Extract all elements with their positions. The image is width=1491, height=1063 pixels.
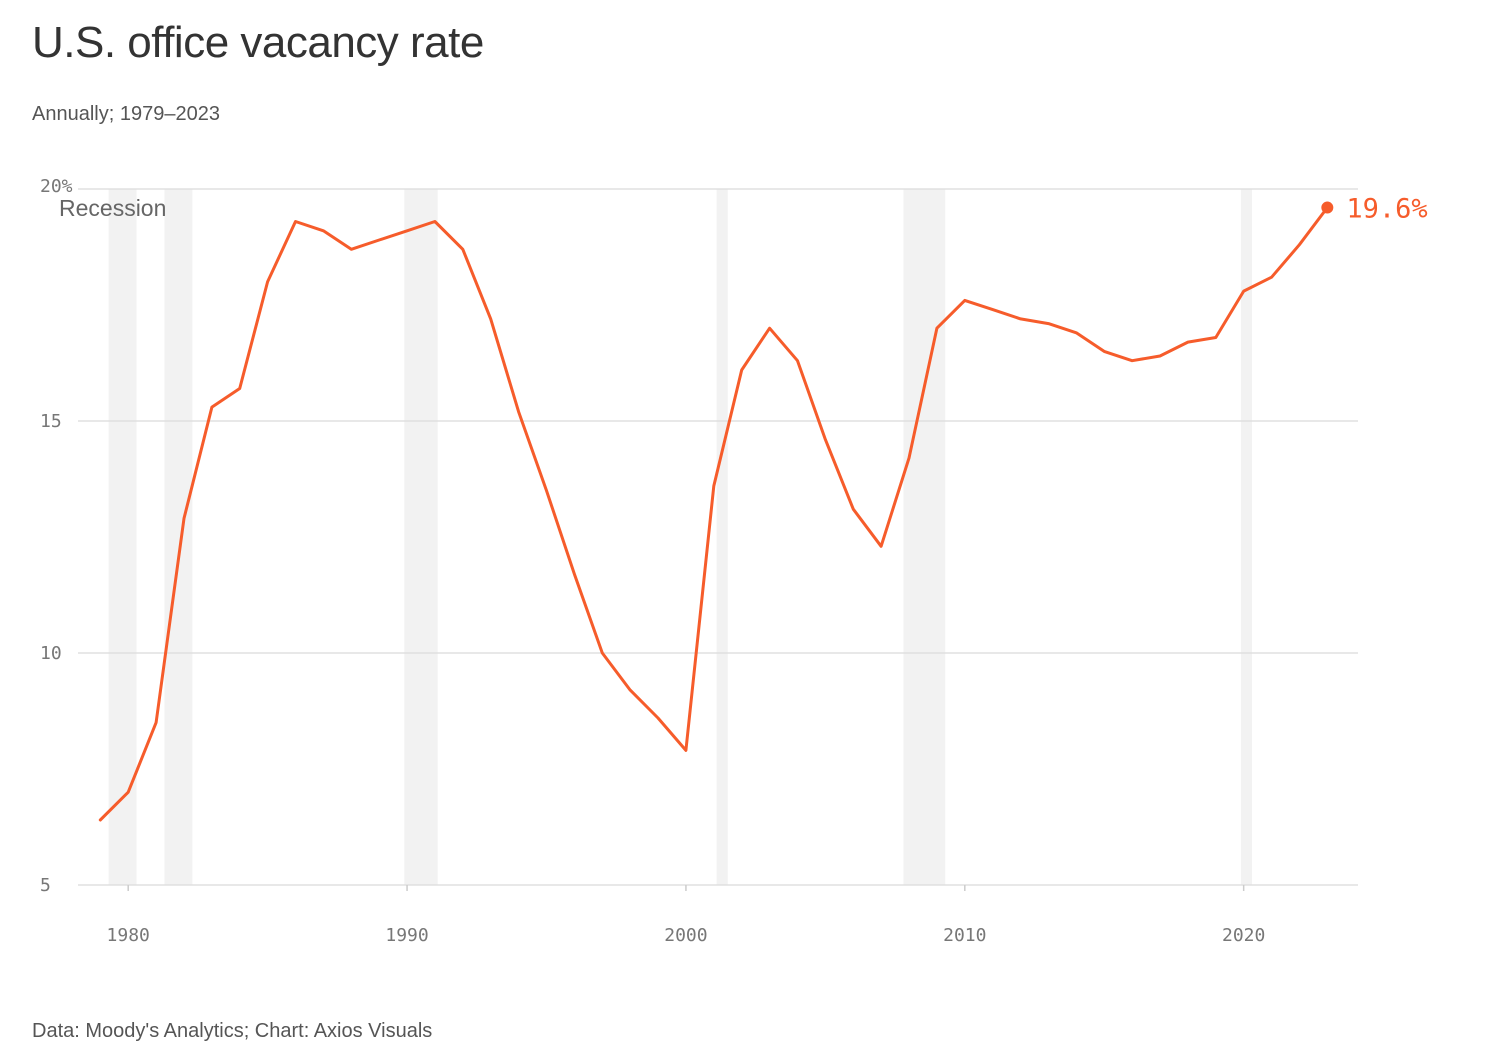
series-layer	[98, 201, 1334, 822]
x-tick-label: 1990	[385, 925, 428, 946]
x-tick-label: 2020	[1222, 925, 1265, 946]
end-point-marker	[1321, 201, 1334, 214]
gridlines	[78, 188, 1358, 886]
y-axis-ticks: 5 10 15 20%	[40, 176, 73, 896]
recession-band	[716, 189, 728, 885]
chart-title: U.S. office vacancy rate	[32, 18, 484, 67]
y-tick-label: 20%	[40, 176, 73, 197]
end-value-label: 19.6%	[1346, 194, 1427, 225]
recession-band	[404, 189, 438, 885]
source-note: Data: Moody's Analytics; Chart: Axios Vi…	[32, 1020, 433, 1042]
y-tick-label: 10	[40, 643, 62, 664]
recession-band	[164, 189, 193, 885]
x-tick-label: 2000	[664, 925, 707, 946]
recession-bands	[108, 189, 1253, 885]
chart-subtitle: Annually; 1979–2023	[32, 103, 220, 125]
recession-band	[903, 189, 946, 885]
y-tick-label: 15	[40, 411, 62, 432]
x-axis-ticks: 1980 1990 2000 2010 2020	[107, 885, 1265, 946]
y-tick-label: 5	[40, 875, 51, 896]
series-line	[98, 206, 1329, 822]
x-tick-label: 2010	[943, 925, 986, 946]
recession-label: Recession	[59, 195, 166, 221]
x-tick-label: 1980	[107, 925, 150, 946]
recession-band	[1240, 189, 1253, 885]
recession-band	[108, 189, 137, 885]
